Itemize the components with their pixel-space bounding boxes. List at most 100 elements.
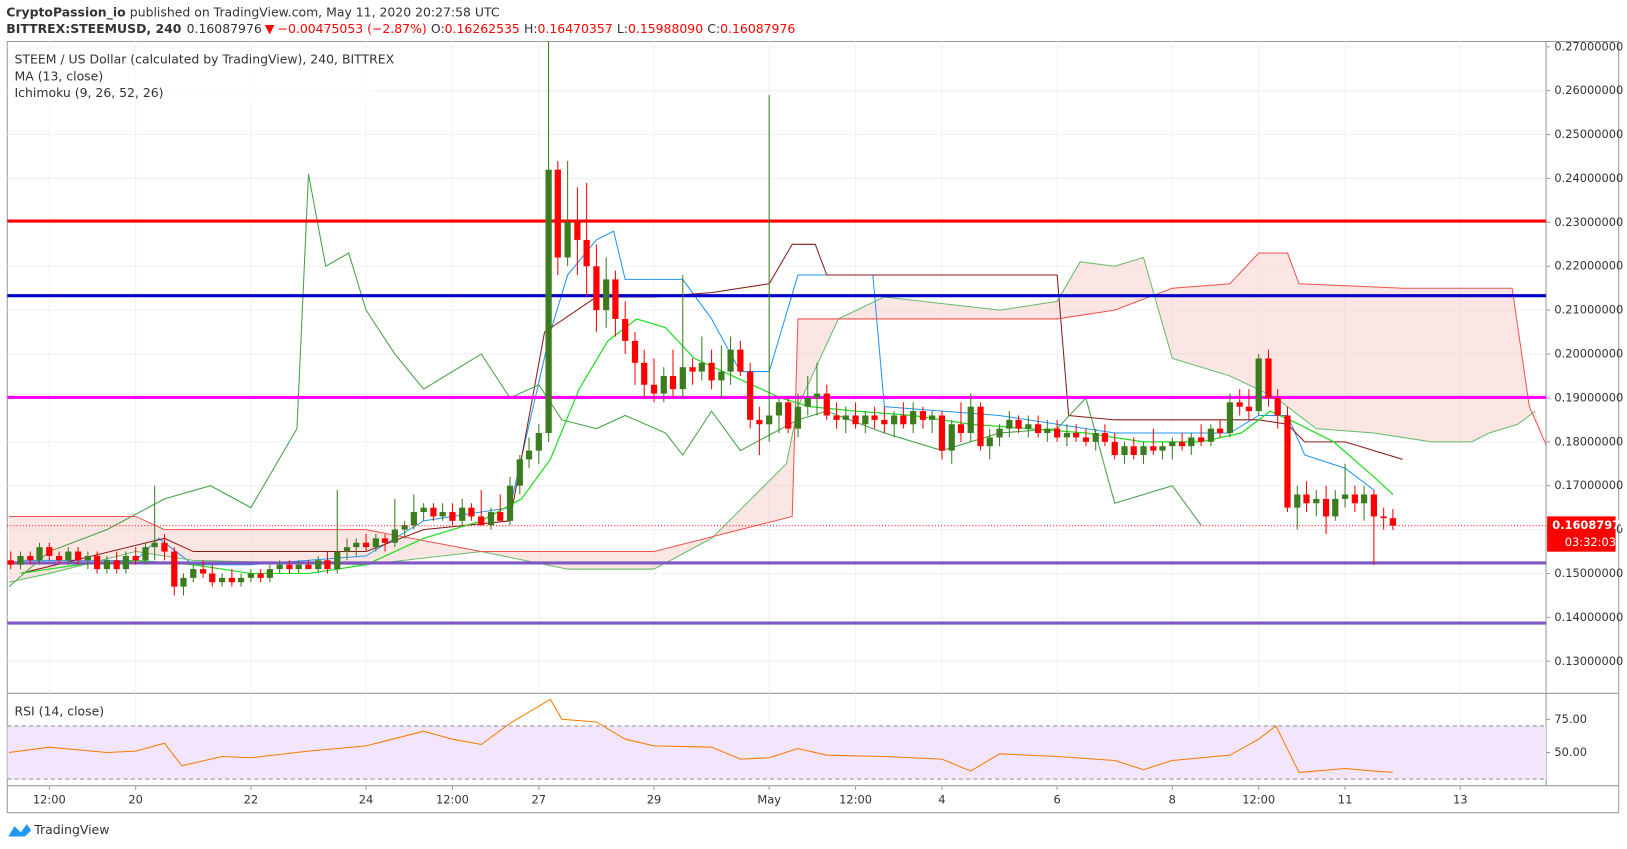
brand: TradingView: [33, 822, 109, 837]
candle-body: [669, 375, 677, 390]
logo-icon: [8, 824, 32, 837]
header-line-1: CryptoPassion_io published on TradingView…: [6, 4, 500, 20]
candle-body: [151, 542, 158, 548]
candle-body: [506, 485, 514, 521]
candle-body: [1322, 498, 1330, 517]
candle-body: [1054, 428, 1061, 438]
candle-body: [74, 551, 82, 561]
candle-body: [996, 428, 1003, 438]
candle-body: [27, 555, 34, 561]
candle-body: [122, 555, 130, 570]
main-pane: [7, 41, 1547, 625]
candle-body: [36, 547, 43, 561]
ma-legend: MA (13, close): [15, 68, 104, 83]
candle-body: [449, 512, 456, 521]
ichimoku-line: [8, 256, 1536, 583]
candle-body: [1130, 446, 1137, 455]
candle-body: [1351, 494, 1358, 504]
candle-body: [1332, 498, 1339, 517]
x-tick-label: 4: [938, 793, 945, 807]
ichimoku-line: [20, 243, 1403, 574]
candle-body: [468, 507, 475, 517]
change: −0.00475053 (−2.87%): [278, 21, 427, 36]
candle-body: [1341, 494, 1349, 499]
candle-body: [7, 560, 14, 565]
ichimoku-legend: Ichimoku (9, 26, 52, 26): [15, 85, 164, 100]
y-tick-label: 0.14000000: [1554, 610, 1623, 624]
candle-body: [305, 564, 312, 570]
candle-body: [1313, 498, 1320, 504]
candle-body: [650, 384, 658, 394]
candle-body: [190, 569, 197, 578]
candle-body: [1226, 402, 1234, 434]
x-tick-label: 13: [1453, 793, 1468, 807]
candle-body: [1092, 433, 1099, 442]
candle-body: [862, 415, 869, 425]
candle-body: [881, 419, 888, 425]
candle-body: [420, 507, 427, 513]
y-tick-label: 0.24000000: [1554, 171, 1623, 185]
candle-body: [1101, 433, 1109, 442]
candle-body: [1303, 494, 1310, 504]
rsi-tick-label: 50.00: [1554, 745, 1587, 759]
candle-body: [948, 424, 955, 451]
candle-body: [459, 507, 466, 521]
candle-body: [1025, 424, 1032, 429]
x-tick-label: 20: [128, 793, 143, 807]
candle-body: [180, 577, 187, 587]
rsi-tick-label: 75.00: [1554, 712, 1587, 726]
candle-body: [919, 411, 927, 420]
candle-body: [804, 397, 811, 407]
y-tick-label: 0.19000000: [1554, 390, 1623, 404]
candle-body: [737, 349, 744, 372]
candle-body: [785, 402, 792, 429]
author: CryptoPassion_io: [6, 4, 126, 20]
symbol: BITTREX:STEEMUSD, 240: [6, 21, 182, 36]
candle-body: [276, 564, 283, 570]
x-tick-label: 12:00: [436, 793, 469, 807]
candle-body: [545, 169, 552, 434]
candle-body: [1150, 446, 1157, 451]
candle-body: [266, 569, 273, 578]
candle-body: [1063, 433, 1071, 438]
y-tick-label: 0.26000000: [1554, 83, 1623, 97]
rsi-line: [8, 698, 1393, 773]
candle-body: [132, 555, 139, 561]
candle-body: [929, 415, 936, 420]
candle-body: [813, 393, 821, 398]
close-label: C:: [707, 21, 720, 36]
axes: 12:00 20 22 24 12:00 27 29 May 12:00 4 6 8 12:00 11 13…: [33, 39, 1627, 806]
candle-body: [1389, 518, 1396, 526]
candle-body: [708, 362, 715, 381]
candle-body: [286, 564, 293, 570]
high-label: H:: [524, 21, 538, 36]
candle-body: [199, 569, 207, 574]
candle-body: [430, 507, 437, 517]
candle-body: [1207, 428, 1215, 442]
candle-body: [362, 542, 370, 548]
candle-body: [1294, 494, 1301, 508]
candle-body: [727, 349, 734, 372]
candle-body: [142, 547, 149, 561]
y-tick-label: 0.25000000: [1554, 127, 1623, 141]
ichimoku-line: [20, 230, 1375, 566]
rsi-legend: RSI (14, close): [15, 703, 105, 718]
rsi-pane: [7, 698, 1547, 780]
candle-body: [401, 525, 408, 530]
candle-body: [1284, 415, 1291, 508]
candle-body: [891, 415, 898, 425]
y-tick-label: 0.13000000: [1554, 654, 1623, 668]
candle-body: [353, 542, 360, 548]
candle-body: [794, 406, 802, 429]
candle-body: [1159, 446, 1166, 451]
candle-body: [679, 367, 686, 390]
candle-body: [334, 551, 341, 570]
candle-body: [372, 538, 379, 548]
candle-body: [641, 362, 648, 385]
chart-title: STEEM / US Dollar (calculated by Trading…: [15, 52, 395, 67]
open-label: O:: [431, 21, 445, 36]
candle-body: [1073, 433, 1080, 438]
candle-body: [986, 437, 993, 447]
